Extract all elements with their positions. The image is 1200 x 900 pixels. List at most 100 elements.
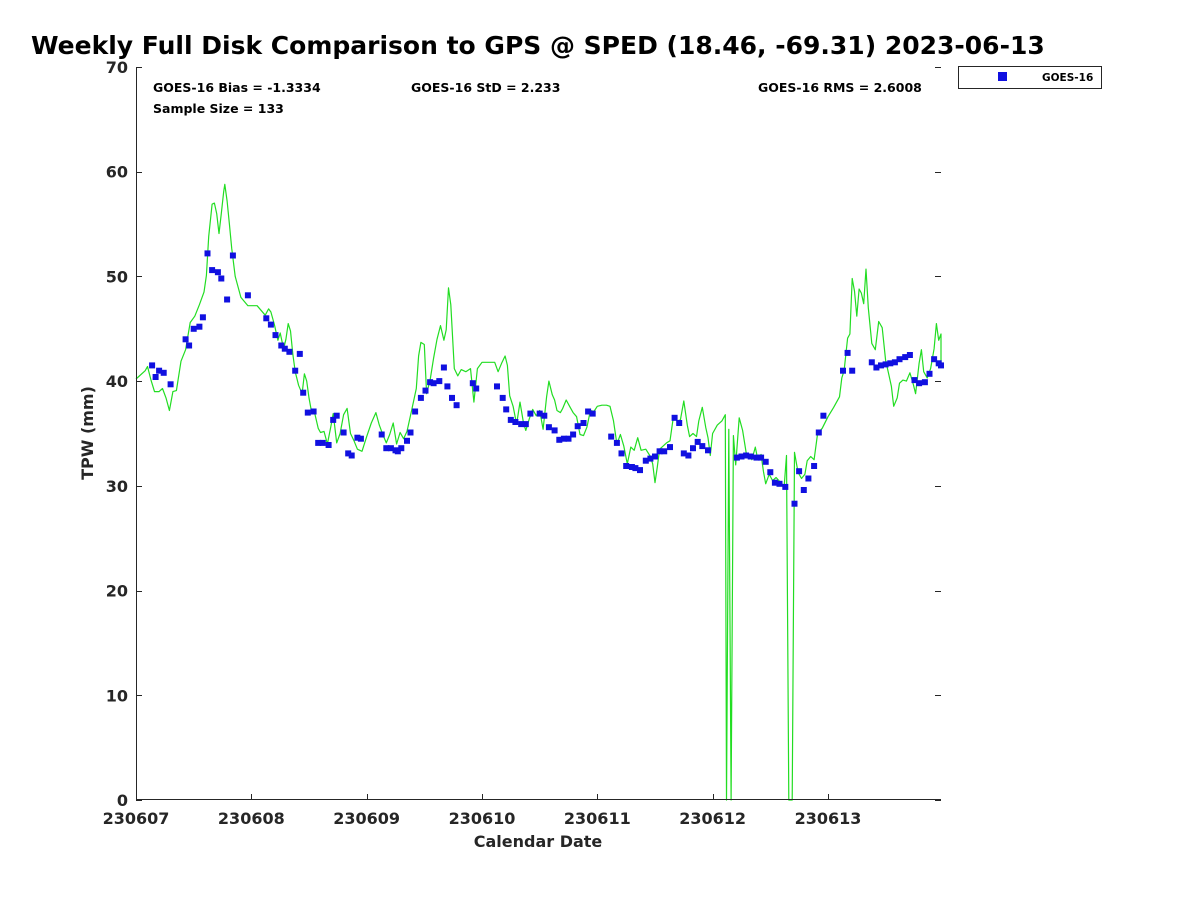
y-axis-label: TPW (mm) <box>78 386 97 480</box>
goes-16-point <box>637 467 643 474</box>
gps-series-layer <box>135 183 942 801</box>
goes-16-point <box>882 361 889 368</box>
goes-16-point <box>545 424 552 431</box>
goes-16-point <box>186 342 193 349</box>
goes-16-point <box>444 383 451 390</box>
goes-16-point <box>661 448 668 455</box>
goes-16-point <box>878 362 884 369</box>
goes-16-point <box>417 394 424 401</box>
goes-16-point <box>473 385 480 392</box>
goes-16-point <box>278 342 285 349</box>
goes-16-point <box>499 394 506 401</box>
goes-16-point <box>921 379 928 386</box>
goes-16-point <box>667 444 673 451</box>
sample-size-stat: Sample Size = 133 <box>153 101 284 116</box>
goes-16-point <box>229 252 236 259</box>
goes-16-point <box>632 465 639 472</box>
goes-16-point <box>565 435 572 442</box>
goes-16-point <box>800 487 807 493</box>
goes-16-point <box>887 360 894 367</box>
goes-16-point <box>589 410 596 417</box>
goes-16-point <box>938 362 944 369</box>
goes-16-point <box>507 416 514 423</box>
goes-16-point <box>330 416 337 423</box>
goes-16-point <box>805 475 812 482</box>
goes-16-point <box>449 394 455 401</box>
bias-stat: GOES-16 Bias = -1.3334 <box>153 80 321 95</box>
goes-16-point <box>218 275 225 282</box>
goes-16-point <box>315 439 322 446</box>
y-tick-label: 60 <box>106 163 128 182</box>
goes-16-point <box>387 445 394 452</box>
goes-16-point <box>310 408 317 415</box>
goes-16-point <box>348 452 355 459</box>
goes-16-point <box>820 412 827 419</box>
goes-16-point <box>796 468 803 475</box>
plot-area: 0 10 20 30 40 50 60 70 230607 230608 230609 230610… <box>103 58 944 828</box>
goes-16-point <box>267 321 274 328</box>
x-tick-label: 230611 <box>564 809 631 828</box>
goes-16-point <box>849 367 856 374</box>
goes-16-point <box>527 410 534 417</box>
goes-16-point <box>394 448 401 455</box>
y-tick-label: 0 <box>117 791 128 810</box>
goes-16-point <box>196 323 203 330</box>
goes-16-point <box>585 408 592 415</box>
goes-16-point <box>738 453 745 460</box>
legend-box <box>958 66 1102 89</box>
goes-16-point <box>916 380 923 387</box>
goes-16-point <box>815 429 822 436</box>
goes-16-point <box>743 452 750 459</box>
goes-16-point <box>931 356 938 363</box>
goes-16-point <box>753 454 760 461</box>
goes-16-point <box>767 469 774 476</box>
goes-16-point <box>791 500 798 507</box>
goes-16-point <box>811 463 818 469</box>
legend: GOES-16 <box>958 66 1102 89</box>
goes-16-point <box>776 480 783 487</box>
goes-16-point <box>300 389 307 396</box>
goes-16-point <box>642 457 649 464</box>
goes-16-point <box>570 431 577 438</box>
goes-16-point <box>733 454 740 461</box>
goes-16-point <box>782 483 789 490</box>
rms-stat: GOES-16 RMS = 2.6008 <box>758 80 922 95</box>
goes-16-point <box>613 439 620 446</box>
goes-16-point <box>494 383 500 390</box>
goes-16-point <box>551 427 558 434</box>
goes-16-point <box>263 315 270 322</box>
goes-16-point <box>149 362 156 369</box>
goes-16-point <box>412 408 419 415</box>
goes-16-point <box>771 479 778 486</box>
goes-16-point <box>383 445 390 452</box>
goes-16-point <box>541 412 548 419</box>
goes-16-point <box>694 438 701 445</box>
y-tick-label: 10 <box>106 686 128 705</box>
x-tick-label: 230612 <box>679 809 746 828</box>
goes-16-point <box>430 380 437 387</box>
y-tick-label: 30 <box>106 477 128 496</box>
goes-16-point <box>404 437 410 444</box>
goes-16-point <box>844 349 851 356</box>
x-tick-label: 230610 <box>449 809 516 828</box>
goes-16-point <box>427 379 434 386</box>
goes-16-point <box>647 455 654 462</box>
goes-16-point <box>512 419 519 425</box>
x-tick-label: 230609 <box>333 809 400 828</box>
goes-16-point <box>296 350 303 357</box>
goes-16-point <box>199 314 206 321</box>
goes-16-point <box>345 450 352 457</box>
goes-16-point <box>224 296 231 303</box>
goes-16-point <box>705 447 711 454</box>
goes-16-point <box>469 380 476 387</box>
goes-16-point <box>840 367 846 374</box>
goes-16-point <box>453 402 460 409</box>
x-ticks: 230607 230608 230609 230610 230611 230612 2306… <box>103 794 861 828</box>
x-tick-label: 230607 <box>103 809 170 828</box>
goes-16-point <box>926 370 933 377</box>
goes-16-point <box>244 292 251 299</box>
goes-16-point <box>671 414 678 421</box>
goes-16-point <box>906 352 913 358</box>
goes-16-point <box>436 378 443 385</box>
